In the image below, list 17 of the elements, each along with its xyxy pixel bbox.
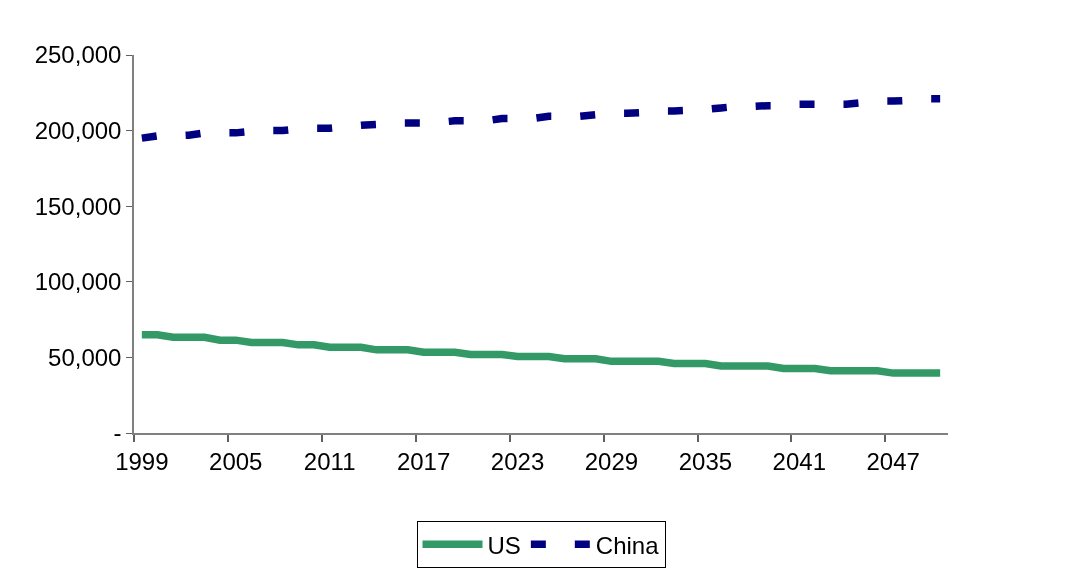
- x-tick-label: 2017: [396, 447, 451, 475]
- x-tick-label: 2041: [772, 447, 826, 475]
- y-tick-label: 100,000: [34, 268, 122, 296]
- x-tick-label: 2011: [303, 447, 356, 475]
- x-tick-label: 2023: [490, 447, 545, 475]
- x-tick-label: 2005: [209, 447, 263, 475]
- legend-label: US: [487, 531, 521, 559]
- y-tick-label: 50,000: [48, 343, 122, 371]
- y-tick-label: -: [113, 419, 122, 447]
- x-tick-label: 2029: [584, 447, 639, 475]
- legend-label: China: [595, 531, 660, 559]
- x-tick-label: 2047: [866, 447, 920, 475]
- y-tick-label: 200,000: [34, 117, 122, 144]
- y-tick-label: 250,000: [34, 41, 122, 69]
- y-tick-label: 150,000: [34, 192, 122, 220]
- x-tick-label: 1999: [115, 447, 169, 475]
- x-tick-label: 2035: [678, 447, 733, 475]
